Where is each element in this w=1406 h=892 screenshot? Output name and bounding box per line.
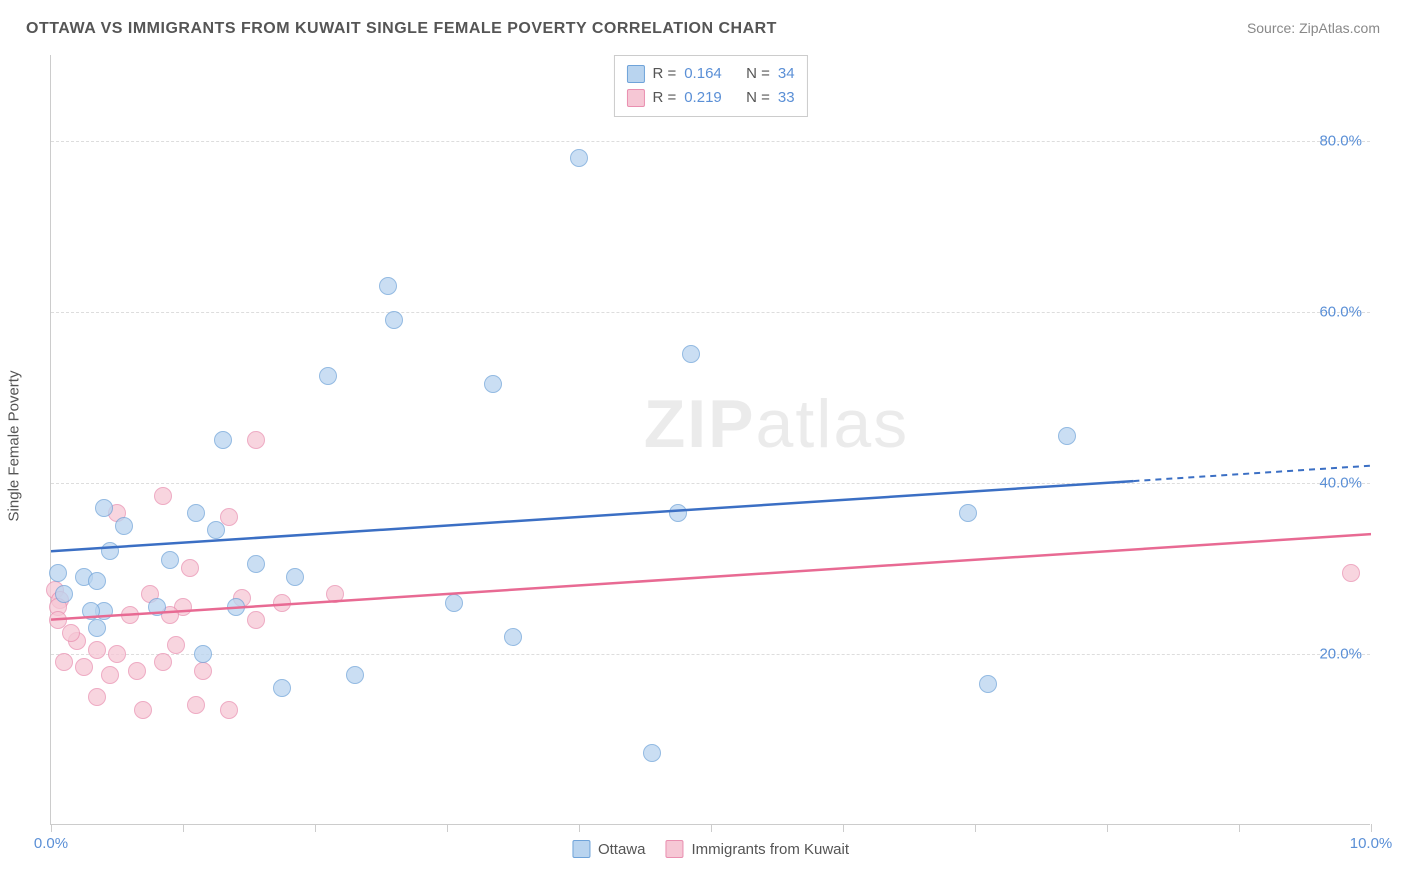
gridline — [51, 483, 1370, 484]
data-point — [88, 688, 106, 706]
data-point — [101, 542, 119, 560]
swatch-kuwait — [626, 89, 644, 107]
data-point — [88, 641, 106, 659]
y-tick-label: 20.0% — [1319, 645, 1362, 662]
data-point — [187, 504, 205, 522]
data-point — [643, 744, 661, 762]
data-point — [484, 375, 502, 393]
data-point — [88, 619, 106, 637]
data-point — [154, 487, 172, 505]
series-legend: Ottawa Immigrants from Kuwait — [572, 840, 849, 858]
data-point — [194, 645, 212, 663]
data-point — [62, 624, 80, 642]
correlation-legend: R = 0.164 N = 34 R = 0.219 N = 33 — [613, 55, 807, 117]
data-point — [115, 517, 133, 535]
x-tick — [843, 824, 844, 832]
data-point — [247, 611, 265, 629]
data-point — [88, 572, 106, 590]
data-point — [247, 431, 265, 449]
data-point — [194, 662, 212, 680]
data-point — [161, 551, 179, 569]
swatch-kuwait — [665, 840, 683, 858]
x-tick — [51, 824, 52, 832]
legend-row-ottawa: R = 0.164 N = 34 — [626, 62, 794, 86]
swatch-ottawa — [626, 65, 644, 83]
data-point — [326, 585, 344, 603]
x-tick — [579, 824, 580, 832]
legend-item-ottawa: Ottawa — [572, 840, 646, 858]
data-point — [55, 585, 73, 603]
watermark: ZIPatlas — [644, 385, 909, 463]
data-point — [286, 568, 304, 586]
data-point — [227, 598, 245, 616]
x-tick-label: 0.0% — [34, 835, 68, 852]
data-point — [95, 499, 113, 517]
data-point — [247, 555, 265, 573]
data-point — [101, 666, 119, 684]
gridline — [51, 654, 1370, 655]
chart-title: OTTAWA VS IMMIGRANTS FROM KUWAIT SINGLE … — [26, 20, 777, 38]
x-tick — [1239, 824, 1240, 832]
x-tick — [447, 824, 448, 832]
data-point — [979, 675, 997, 693]
chart-header: OTTAWA VS IMMIGRANTS FROM KUWAIT SINGLE … — [26, 20, 1380, 38]
data-point — [319, 367, 337, 385]
data-point — [167, 636, 185, 654]
x-tick — [975, 824, 976, 832]
data-point — [55, 653, 73, 671]
data-point — [682, 345, 700, 363]
data-point — [379, 277, 397, 295]
data-point — [214, 431, 232, 449]
x-tick — [183, 824, 184, 832]
data-point — [108, 645, 126, 663]
x-tick — [1371, 824, 1372, 832]
data-point — [148, 598, 166, 616]
data-point — [1342, 564, 1360, 582]
data-point — [385, 311, 403, 329]
x-tick-label: 10.0% — [1350, 835, 1393, 852]
y-tick-label: 40.0% — [1319, 474, 1362, 491]
data-point — [273, 679, 291, 697]
x-tick — [711, 824, 712, 832]
data-point — [49, 564, 67, 582]
legend-item-kuwait: Immigrants from Kuwait — [665, 840, 849, 858]
data-point — [445, 594, 463, 612]
y-tick-label: 80.0% — [1319, 132, 1362, 149]
data-point — [187, 696, 205, 714]
data-point — [273, 594, 291, 612]
data-point — [570, 149, 588, 167]
data-point — [121, 606, 139, 624]
source-label: Source: ZipAtlas.com — [1247, 20, 1380, 36]
data-point — [134, 701, 152, 719]
swatch-ottawa — [572, 840, 590, 858]
y-tick-label: 60.0% — [1319, 303, 1362, 320]
data-point — [504, 628, 522, 646]
y-axis-title: Single Female Poverty — [6, 371, 23, 522]
data-point — [82, 602, 100, 620]
legend-row-kuwait: R = 0.219 N = 33 — [626, 86, 794, 110]
scatter-chart: ZIPatlas R = 0.164 N = 34 R = 0.219 N = … — [50, 55, 1370, 825]
x-tick — [1107, 824, 1108, 832]
gridline — [51, 141, 1370, 142]
data-point — [128, 662, 146, 680]
data-point — [181, 559, 199, 577]
data-point — [75, 658, 93, 676]
data-point — [1058, 427, 1076, 445]
x-tick — [315, 824, 316, 832]
data-point — [220, 701, 238, 719]
data-point — [669, 504, 687, 522]
gridline — [51, 312, 1370, 313]
data-point — [207, 521, 225, 539]
data-point — [154, 653, 172, 671]
data-point — [346, 666, 364, 684]
data-point — [959, 504, 977, 522]
data-point — [49, 611, 67, 629]
